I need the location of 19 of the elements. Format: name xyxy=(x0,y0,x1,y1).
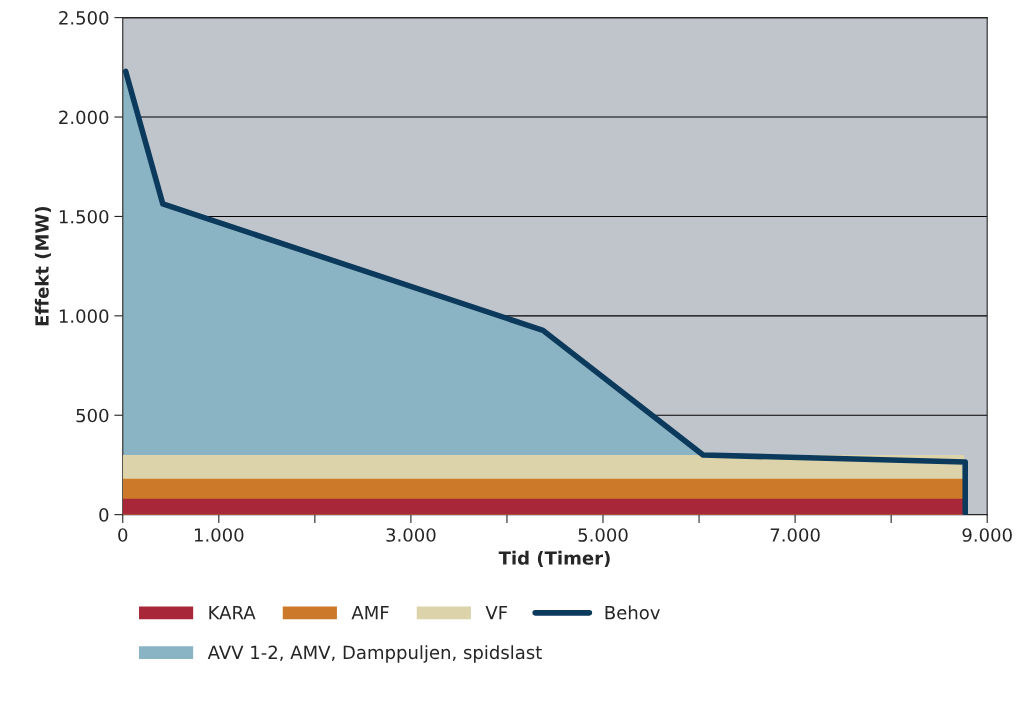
x-tick-label: 7.000 xyxy=(770,528,820,542)
y-tick-label: 500 xyxy=(76,408,109,423)
legend-label: VF xyxy=(485,606,508,620)
y-tick-label: 2.000 xyxy=(59,110,109,125)
y-tick-label: 1.000 xyxy=(59,309,109,323)
y-tick-label: 1.500 xyxy=(59,209,109,224)
legend-label: AVV 1-2, AMV, Damppuljen, spidslast xyxy=(207,645,542,663)
x-axis-title: Tid (Timer) xyxy=(498,550,610,567)
legend-label: Behov xyxy=(605,605,660,620)
y-tick-label: 0 xyxy=(99,508,109,522)
x-tick-label: 0 xyxy=(118,528,128,542)
legend-label: KARA xyxy=(209,606,256,620)
legend-label: AMF xyxy=(351,606,389,620)
x-tick-label: 3.000 xyxy=(386,528,436,542)
x-tick-label: 5.000 xyxy=(578,528,628,542)
x-tick-label: 9.000 xyxy=(962,528,1012,542)
y-axis-title: Effekt (MW) xyxy=(34,206,51,326)
x-tick-label: 1.000 xyxy=(194,528,244,542)
y-tick-label: 2.500 xyxy=(59,11,109,25)
